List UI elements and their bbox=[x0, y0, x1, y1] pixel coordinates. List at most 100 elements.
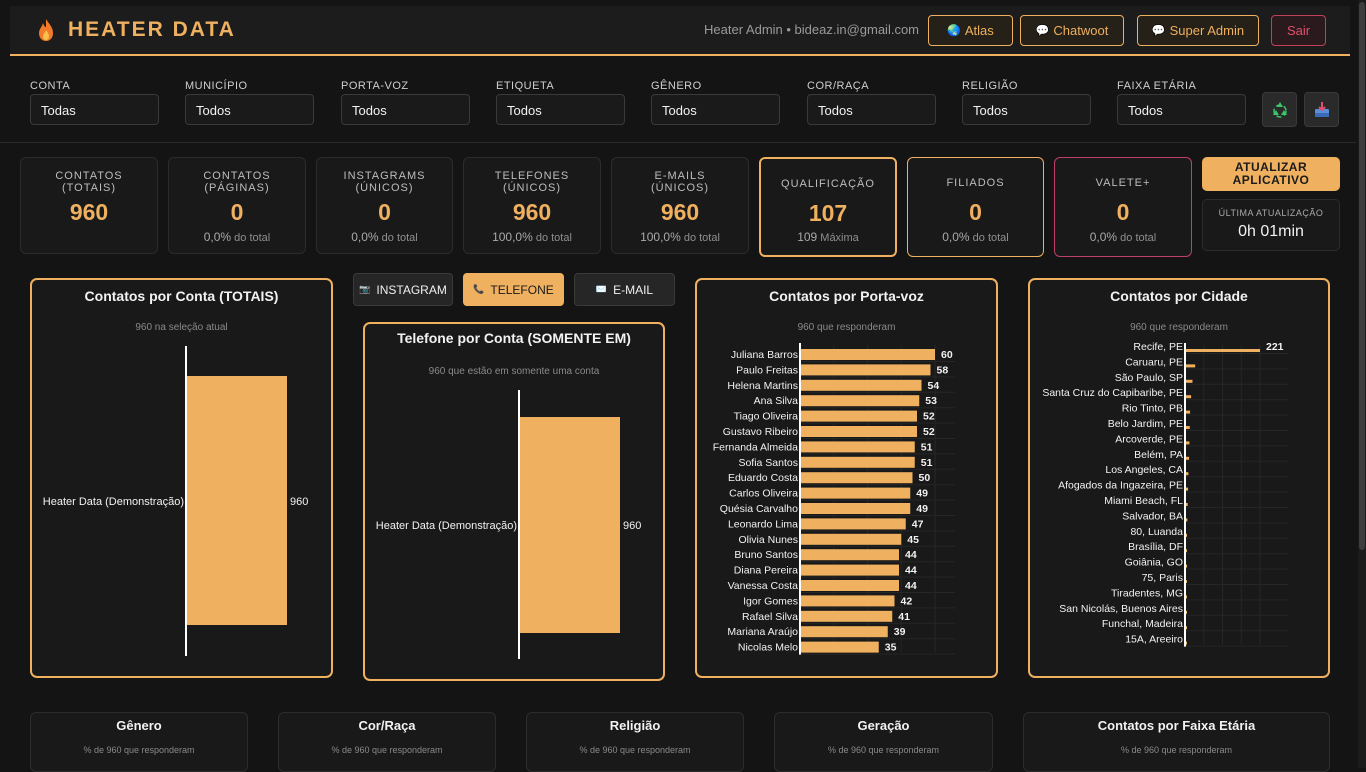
category-label: 15A, Areeiro bbox=[1125, 634, 1183, 646]
stat-instagrams: INSTAGRAMS (ÚNICOS) 0 0,0% do total bbox=[316, 157, 453, 254]
filter-cor-raca: COR/RAÇA Todos bbox=[807, 80, 936, 125]
category-label: Eduardo Costa bbox=[728, 472, 798, 484]
data-label: 221 bbox=[1266, 341, 1284, 353]
data-label: 53 bbox=[925, 395, 937, 407]
filter-religiao: RELIGIÃO Todos bbox=[962, 80, 1091, 125]
data-label: 49 bbox=[916, 503, 928, 515]
tab-instagram[interactable]: 📷 INSTAGRAM bbox=[353, 273, 453, 306]
logout-button[interactable]: Sair bbox=[1271, 15, 1326, 46]
category-label: Santa Cruz do Capibaribe, PE bbox=[1042, 387, 1183, 399]
category-label: Heater Data (Demonstração) bbox=[376, 520, 517, 532]
category-label: Tiago Oliveira bbox=[734, 411, 799, 423]
mail-icon: ✉️ bbox=[595, 284, 608, 294]
chatwoot-button-label: Chatwoot bbox=[1053, 23, 1109, 38]
stat-contatos-totais: CONTATOS (TOTAIS) 960 bbox=[20, 157, 158, 254]
data-label: 41 bbox=[898, 611, 910, 623]
stat-value: 960 bbox=[660, 199, 700, 225]
data-label: 47 bbox=[912, 518, 924, 530]
filter-label: RELIGIÃO bbox=[962, 80, 1018, 92]
stat-label: E-MAILS (ÚNICOS) bbox=[650, 170, 710, 194]
card-cor-raca: Cor/Raça % de 960 que responderam bbox=[278, 712, 496, 772]
app-title: HEATER DATA bbox=[68, 18, 236, 41]
category-label: San Nicolás, Buenos Aires bbox=[1059, 603, 1183, 615]
bar bbox=[800, 641, 879, 653]
update-app-button[interactable]: ATUALIZAR APLICATIVO bbox=[1202, 157, 1340, 191]
chart-subtitle: 960 na seleção atual bbox=[135, 322, 228, 333]
chatwoot-button[interactable]: 💬 Chatwoot bbox=[1020, 15, 1124, 46]
data-label: 35 bbox=[885, 642, 897, 654]
category-label: Mariana Araújo bbox=[727, 626, 798, 638]
bar bbox=[800, 580, 899, 591]
category-label: Rafael Silva bbox=[742, 611, 798, 623]
category-label: Salvador, BA bbox=[1122, 510, 1183, 522]
data-label: 60 bbox=[941, 349, 953, 361]
super-admin-button[interactable]: 💬 Super Admin bbox=[1137, 15, 1259, 46]
category-label: Sofia Santos bbox=[738, 457, 798, 469]
card-subtitle: % de 960 que responderam bbox=[1120, 745, 1233, 755]
card-title: Cor/Raça bbox=[358, 718, 416, 733]
category-label: Goiânia, GO bbox=[1125, 557, 1183, 569]
flame-icon bbox=[39, 19, 53, 41]
data-label: 51 bbox=[921, 441, 933, 453]
category-label: Afogados da Ingazeira, PE bbox=[1058, 480, 1183, 492]
category-label: Helena Martins bbox=[727, 380, 798, 392]
recycle-icon bbox=[1272, 101, 1287, 118]
etiqueta-select[interactable]: Todos bbox=[496, 94, 625, 125]
bar bbox=[800, 533, 902, 545]
reset-filters-button[interactable] bbox=[1262, 92, 1297, 127]
category-label: Nicolas Melo bbox=[738, 642, 798, 654]
category-label: 75, Paris bbox=[1142, 572, 1183, 584]
filter-label: PORTA-VOZ bbox=[341, 80, 409, 92]
bar bbox=[800, 426, 917, 437]
bar bbox=[1185, 564, 1188, 568]
filter-label: COR/RAÇA bbox=[807, 80, 870, 92]
bar bbox=[1185, 364, 1196, 368]
card-subtitle: % de 960 que responderam bbox=[827, 745, 940, 755]
chart-title: Telefone por Conta (SOMENTE EM) bbox=[397, 330, 631, 346]
conta-select[interactable]: Todas bbox=[30, 94, 159, 125]
data-label: 45 bbox=[907, 534, 919, 546]
filter-label: CONTA bbox=[30, 80, 71, 92]
porta-voz-select[interactable]: Todos bbox=[341, 94, 470, 125]
stat-value: 0 bbox=[1116, 199, 1130, 225]
chart-title: Contatos por Conta (TOTAIS) bbox=[84, 288, 279, 304]
category-label: Funchal, Madeira bbox=[1102, 618, 1183, 630]
tab-email[interactable]: ✉️ E-MAIL bbox=[574, 273, 675, 306]
bar bbox=[1185, 441, 1190, 445]
municipio-select[interactable]: Todos bbox=[185, 94, 314, 125]
filter-label: MUNICÍPIO bbox=[185, 80, 248, 92]
brand: HEATER DATA bbox=[36, 18, 236, 42]
data-label: 58 bbox=[937, 364, 949, 376]
bar bbox=[800, 564, 899, 576]
card-religiao: Religião % de 960 que responderam bbox=[526, 712, 744, 772]
chart-contatos-conta-svg: Heater Data (Demonstração) 960 bbox=[43, 346, 308, 656]
stat-emails: E-MAILS (ÚNICOS) 960 100,0% do total bbox=[611, 157, 749, 254]
category-label: Belo Jardim, PE bbox=[1108, 418, 1183, 430]
atlas-button[interactable]: 🌏 Atlas bbox=[928, 15, 1013, 46]
data-label: 960 bbox=[290, 496, 308, 508]
category-label: Leonardo Lima bbox=[728, 518, 798, 530]
chart-porta-voz-svg: Juliana Barros 60 Paulo Freitas 58 Helena Ma… bbox=[713, 343, 955, 655]
bar bbox=[800, 549, 899, 561]
religiao-select[interactable]: Todos bbox=[962, 94, 1091, 125]
stat-value: 0 bbox=[969, 199, 982, 225]
stat-value: 0 bbox=[230, 199, 244, 225]
scrollbar-thumb[interactable] bbox=[1359, 2, 1365, 550]
tab-label: E-MAIL bbox=[613, 282, 654, 297]
bar bbox=[520, 417, 620, 633]
genero-select[interactable]: Todos bbox=[651, 94, 780, 125]
filter-conta: CONTA Todas bbox=[30, 80, 159, 125]
category-label: Los Angeles, CA bbox=[1105, 464, 1183, 476]
tab-label: TELEFONE bbox=[490, 282, 554, 297]
export-button[interactable] bbox=[1304, 92, 1339, 127]
chat-icon: 💬 bbox=[1035, 25, 1050, 37]
tab-telefone[interactable]: 📞 TELEFONE bbox=[463, 273, 564, 306]
stat-filiados: FILIADOS 0 0,0% do total bbox=[907, 157, 1044, 257]
faixa-etaria-select[interactable]: Todos bbox=[1117, 94, 1246, 125]
cor-raca-select[interactable]: Todos bbox=[807, 94, 936, 125]
inbox-download-icon bbox=[1314, 101, 1329, 117]
category-label: Fernanda Almeida bbox=[713, 441, 798, 453]
bar bbox=[800, 456, 915, 468]
camera-icon: 📷 bbox=[359, 284, 371, 294]
chart-subtitle: 960 que responderam bbox=[1130, 322, 1228, 333]
